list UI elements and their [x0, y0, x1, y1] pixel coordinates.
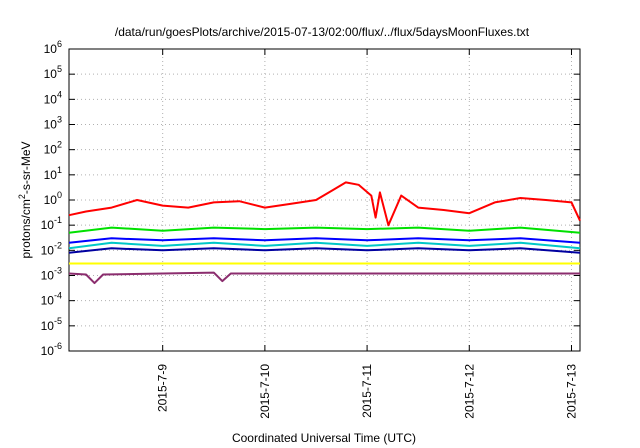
y-axis-label-sup: 2 [17, 194, 27, 199]
y-tick-label: 106 [44, 39, 62, 56]
x-tick-label: 2015-7-11 [360, 364, 374, 418]
y-axis-label-main: protons/cm [19, 199, 33, 258]
x-tick-label: 2015-7-10 [258, 364, 272, 419]
y-tick-label: 105 [44, 64, 62, 81]
series-line [68, 226, 581, 234]
series-line [68, 241, 581, 250]
x-tick-label: 2015-7-9 [156, 364, 170, 412]
y-tick-label: 10-3 [41, 266, 62, 283]
series-line [68, 247, 581, 254]
y-tick-label: 10-4 [41, 291, 62, 308]
y-tick-label: 101 [44, 165, 62, 182]
y-tick-label: 100 [44, 190, 62, 207]
y-tick-label: 10-6 [41, 341, 62, 358]
data-series [68, 181, 581, 285]
series-line [68, 237, 581, 244]
y-tick-label: 10-1 [41, 215, 62, 232]
y-tick-label: 10-5 [41, 316, 62, 333]
y-axis-label: protons/cm2-s-sr-MeV [17, 141, 33, 258]
x-tick-label: 2015-7-12 [462, 364, 476, 419]
y-axis-label-rest: -s-sr-MeV [19, 141, 33, 194]
series-line [68, 271, 580, 285]
y-tick-label: 10-2 [41, 240, 62, 257]
y-tick-label: 102 [44, 140, 62, 157]
y-tick-label: 104 [44, 89, 62, 106]
axis-ticks: 10-6 10-5 10-4 10-3 10-2 10-1 100 101 102 103 104 1… [41, 39, 580, 419]
x-axis-label: Coordinated Universal Time (UTC) [232, 431, 416, 445]
y-tick-label: 103 [44, 115, 62, 132]
chart-title: /data/run/goesPlots/archive/2015-07-13/0… [115, 25, 530, 39]
series-line [68, 181, 581, 227]
x-tick-label: 2015-7-13 [564, 364, 578, 419]
